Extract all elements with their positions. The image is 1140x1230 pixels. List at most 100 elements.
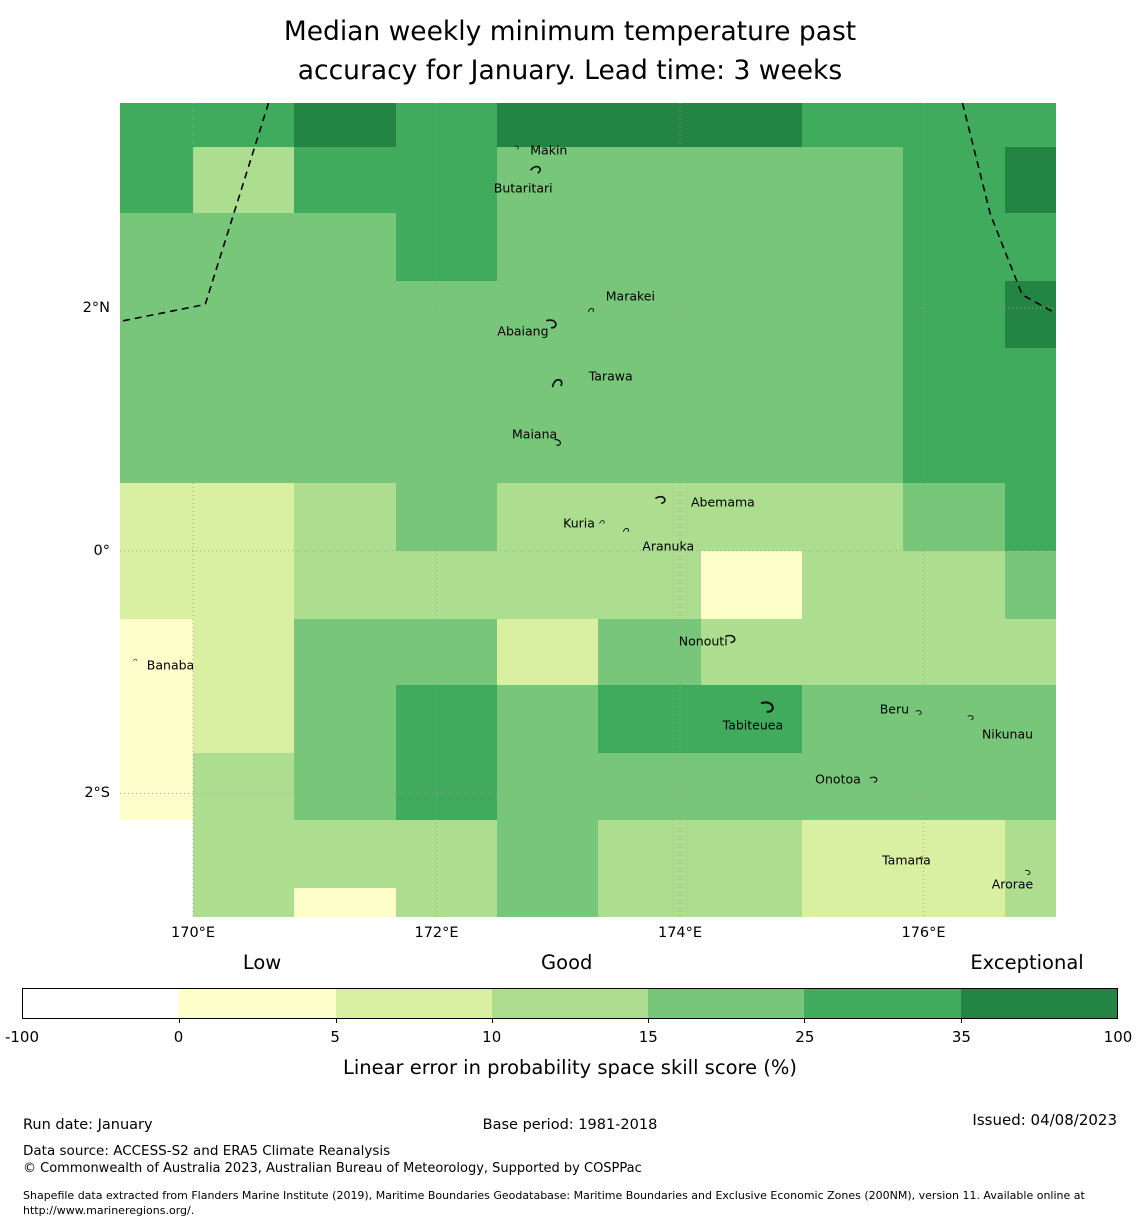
island-shape-icon — [1025, 870, 1031, 876]
heatmap-cell — [598, 550, 702, 620]
heatmap-cell — [1005, 820, 1056, 890]
heatmap-cell — [294, 146, 398, 215]
heatmap-cell — [598, 213, 702, 283]
colorbar-tick-mark — [648, 1018, 650, 1023]
heatmap-cell — [902, 820, 1007, 890]
colorbar-tick-label: 5 — [330, 1028, 340, 1046]
island-label-butaritari: Butaritari — [493, 180, 553, 196]
heatmap-cell — [700, 888, 803, 917]
island-label-banaba: Banaba — [146, 657, 195, 673]
colorbar-tick-mark — [491, 1018, 493, 1023]
heatmap-cell — [294, 103, 398, 148]
island-label-abemama: Abemama — [690, 494, 755, 510]
island-shape-icon — [551, 379, 563, 388]
colorbar-tick-mark — [179, 1018, 181, 1023]
heatmap-cell — [902, 618, 1007, 687]
colorbar-tick-label: -100 — [4, 1028, 40, 1046]
island-shape-icon — [918, 856, 924, 860]
heatmap-cell — [396, 348, 499, 418]
shapefile-note-text: Shapefile data extracted from Flanders M… — [23, 1189, 1085, 1217]
heatmap-cell — [1005, 482, 1056, 552]
page-title: Median weekly minimum temperature past a… — [0, 12, 1140, 90]
base-period-text: Base period: 1981-2018 — [482, 1117, 658, 1133]
heatmap-cell — [801, 888, 904, 917]
heatmap-cell — [193, 482, 296, 552]
heatmap-cell — [801, 348, 904, 418]
colorbar-tick-labels: -100 0 5 10 15 25 35 100 — [5, 1028, 1132, 1048]
heatmap-cell — [902, 416, 1007, 484]
island-mark-aranuka — [623, 527, 630, 534]
heatmap-cell — [497, 281, 600, 350]
heatmap-cell — [1005, 550, 1056, 620]
heatmap-cell — [902, 482, 1007, 552]
island-mark-tamana — [918, 855, 924, 860]
heatmap-cell — [396, 685, 499, 755]
skill-category-label-good: Good — [541, 951, 593, 974]
heatmap-cell — [700, 416, 803, 484]
heatmap-cell — [396, 103, 499, 148]
colorbar-segment — [491, 989, 649, 1018]
heatmap-cell — [120, 482, 195, 552]
island-mark-banaba — [132, 658, 137, 662]
island-shape-icon — [554, 438, 562, 446]
heatmap-cell — [497, 685, 600, 755]
heatmap-cell — [294, 281, 398, 350]
heatmap-cell — [700, 618, 803, 687]
island-mark-onotoa — [867, 773, 880, 786]
heatmap-cell — [700, 820, 803, 890]
colorbar-tick-mark — [335, 1018, 337, 1023]
heatmap-cell — [497, 618, 600, 687]
heatmap-cell — [294, 213, 398, 283]
heatmap-cell — [801, 281, 904, 350]
heatmap-cell — [497, 416, 600, 484]
island-shape-icon — [869, 776, 878, 783]
heatmap-cell — [801, 820, 904, 890]
heatmap-cell — [801, 618, 904, 687]
colorbar-tick-label: 25 — [795, 1028, 815, 1046]
heatmap-cell — [700, 348, 803, 418]
colorbar-segment — [179, 989, 336, 1018]
island-label-maiana: Maiana — [512, 426, 558, 442]
island-shape-icon — [530, 165, 542, 174]
island-mark-abemama — [652, 490, 669, 507]
island-shape-icon — [654, 495, 666, 504]
heatmap-cell — [497, 103, 600, 148]
colorbar-category-labels: Low Good Exceptional — [22, 951, 1118, 977]
heatmap-cell — [598, 482, 702, 552]
heatmap-cell — [598, 416, 702, 484]
heatmap-cell — [396, 753, 499, 822]
colorbar-tick-label: 35 — [951, 1028, 971, 1046]
heatmap-cell — [801, 685, 904, 755]
heatmap-cell — [396, 550, 499, 620]
data-source-text: Data source: ACCESS-S2 and ERA5 Climate … — [23, 1143, 391, 1159]
colorbar-tick-label: 100 — [1103, 1028, 1133, 1046]
heatmap-cell — [598, 146, 702, 215]
heatmap-cell — [902, 550, 1007, 620]
heatmap-cell — [700, 213, 803, 283]
heatmap-cell — [801, 213, 904, 283]
heatmap-cell — [598, 820, 702, 890]
heatmap-cell — [294, 685, 398, 755]
heatmap-cell — [120, 685, 195, 755]
heatmap-cell — [902, 888, 1007, 917]
copyright-text: © Commonwealth of Australia 2023, Austra… — [23, 1161, 642, 1176]
island-label-onotoa: Onotoa — [815, 771, 861, 787]
run-date-text: Run date: January — [23, 1117, 153, 1133]
heatmap-cell — [598, 281, 702, 350]
heatmap-cell — [396, 820, 499, 890]
island-mark-butaritari — [529, 161, 544, 176]
heatmap-cell — [598, 348, 702, 418]
heatmap-cell — [801, 416, 904, 484]
colorbar-segment — [648, 989, 805, 1018]
island-mark-marakei — [588, 307, 595, 314]
heatmap-cell — [598, 103, 702, 148]
colorbar-segment — [335, 989, 492, 1018]
island-shape-icon — [599, 519, 605, 524]
heatmap-cell — [396, 888, 499, 917]
skill-category-label-low: Low — [242, 951, 282, 974]
island-shape-icon — [588, 308, 595, 313]
island-shape-icon — [967, 715, 974, 721]
heatmap-cell — [294, 820, 398, 890]
island-label-marakei: Marakei — [605, 288, 655, 304]
